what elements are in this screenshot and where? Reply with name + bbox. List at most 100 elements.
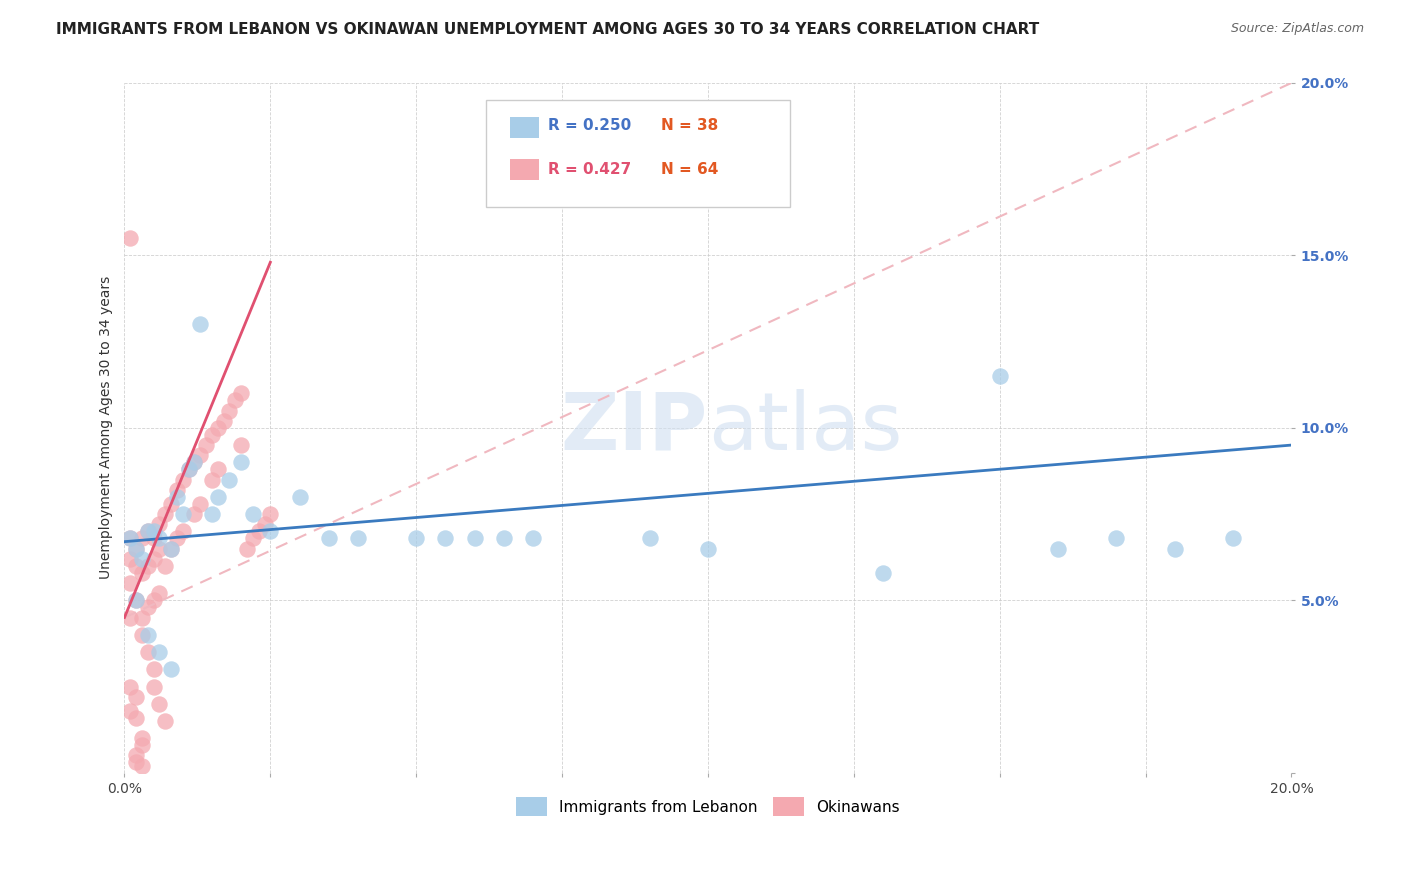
Point	[188, 497, 211, 511]
Point	[125, 558, 148, 573]
Point	[188, 318, 211, 332]
Point	[148, 517, 170, 532]
Point	[166, 531, 188, 545]
Point	[120, 610, 142, 624]
Point	[231, 438, 253, 452]
Point	[125, 541, 148, 556]
Point	[148, 586, 170, 600]
Point	[148, 541, 170, 556]
Text: N = 64: N = 64	[661, 161, 718, 177]
Point	[148, 645, 170, 659]
Point	[188, 449, 211, 463]
Point	[183, 507, 205, 521]
Point	[434, 531, 457, 545]
Point	[136, 524, 159, 539]
Point	[155, 714, 177, 728]
Point	[125, 690, 148, 704]
Point	[201, 473, 224, 487]
Point	[177, 462, 200, 476]
Point	[136, 645, 159, 659]
Point	[259, 507, 281, 521]
Point	[988, 369, 1011, 384]
Text: ZIP: ZIP	[561, 389, 709, 467]
Point	[224, 393, 246, 408]
FancyBboxPatch shape	[509, 118, 538, 138]
Point	[166, 490, 188, 504]
Point	[120, 531, 142, 545]
Point	[1164, 541, 1187, 556]
Point	[142, 531, 165, 545]
Point	[236, 541, 259, 556]
Point	[183, 455, 205, 469]
Point	[131, 628, 153, 642]
Point	[492, 531, 515, 545]
Point	[231, 455, 253, 469]
Point	[253, 517, 276, 532]
Point	[131, 738, 153, 752]
Point	[125, 710, 148, 724]
Point	[142, 552, 165, 566]
Point	[288, 490, 311, 504]
Text: R = 0.427: R = 0.427	[548, 161, 631, 177]
Point	[131, 566, 153, 580]
Point	[218, 473, 240, 487]
Point	[160, 541, 183, 556]
Point	[212, 414, 235, 428]
Point	[142, 680, 165, 694]
Point	[172, 524, 194, 539]
Point	[172, 507, 194, 521]
Point	[201, 507, 224, 521]
Point	[242, 531, 264, 545]
Point	[318, 531, 340, 545]
Point	[464, 531, 486, 545]
Text: N = 38: N = 38	[661, 119, 718, 133]
FancyBboxPatch shape	[486, 100, 790, 207]
Point	[201, 427, 224, 442]
Point	[131, 610, 153, 624]
Point	[183, 455, 205, 469]
Point	[131, 731, 153, 746]
Point	[120, 704, 142, 718]
Point	[131, 552, 153, 566]
Point	[160, 541, 183, 556]
Point	[207, 462, 229, 476]
Point	[195, 438, 218, 452]
Point	[207, 421, 229, 435]
Point	[1222, 531, 1244, 545]
Point	[247, 524, 270, 539]
Point	[231, 386, 253, 401]
Point	[148, 697, 170, 711]
Point	[160, 497, 183, 511]
Point	[347, 531, 370, 545]
Point	[120, 576, 142, 591]
Y-axis label: Unemployment Among Ages 30 to 34 years: Unemployment Among Ages 30 to 34 years	[100, 277, 114, 580]
Point	[148, 531, 170, 545]
Point	[166, 483, 188, 497]
Point	[242, 507, 264, 521]
Point	[405, 531, 427, 545]
Point	[172, 473, 194, 487]
Point	[142, 593, 165, 607]
Point	[155, 507, 177, 521]
Point	[142, 662, 165, 676]
Point	[1105, 531, 1128, 545]
Point	[131, 531, 153, 545]
Legend: Immigrants from Lebanon, Okinawans: Immigrants from Lebanon, Okinawans	[509, 789, 907, 823]
Point	[120, 680, 142, 694]
Point	[638, 531, 661, 545]
Point	[218, 403, 240, 417]
Point	[177, 462, 200, 476]
Point	[259, 524, 281, 539]
Point	[120, 231, 142, 245]
Point	[125, 541, 148, 556]
Point	[136, 600, 159, 615]
Point	[136, 628, 159, 642]
Text: IMMIGRANTS FROM LEBANON VS OKINAWAN UNEMPLOYMENT AMONG AGES 30 TO 34 YEARS CORRE: IMMIGRANTS FROM LEBANON VS OKINAWAN UNEM…	[56, 22, 1039, 37]
Point	[125, 593, 148, 607]
Point	[120, 531, 142, 545]
Point	[136, 558, 159, 573]
Point	[160, 662, 183, 676]
Point	[142, 524, 165, 539]
Point	[1047, 541, 1070, 556]
Text: Source: ZipAtlas.com: Source: ZipAtlas.com	[1230, 22, 1364, 36]
